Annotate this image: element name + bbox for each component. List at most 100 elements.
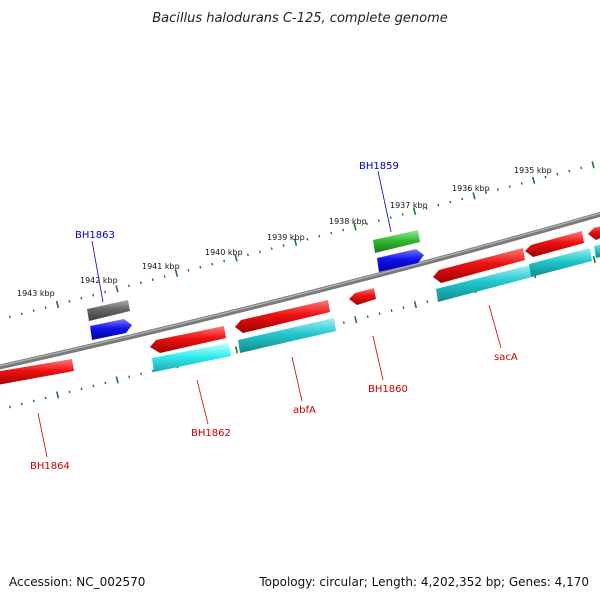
scale-tick [544,175,547,179]
gene-feature[interactable] [436,265,532,302]
scale-tick [174,269,179,278]
gene-track-blue [90,249,424,340]
kbp-label: 1935 kbp [514,166,552,175]
scale-tick [104,290,107,294]
gene-label[interactable]: BH1863 [75,230,115,241]
scale-tick [211,262,214,266]
kbp-label: 1941 kbp [142,262,180,271]
gene-label[interactable]: BH1860 [368,384,408,395]
scale-tick [20,312,23,316]
scale-tick [55,300,60,309]
scale-tick [378,312,381,315]
genome-backbone [0,211,600,370]
scale-tick [461,197,464,201]
scale-tick [127,284,130,288]
scale-tick [520,182,523,185]
kbp-label: 1937 kbp [390,201,428,210]
gene-feature[interactable] [433,248,525,283]
scale-tick [402,306,405,309]
scale-tick [151,278,154,281]
gene-label[interactable]: sacA [494,352,518,363]
genome-summary-text: Topology: circular; Length: 4,202,352 bp… [258,575,589,589]
gene-track-red [0,225,600,385]
upper-tick-track [8,161,595,319]
scale-tick [568,169,571,173]
gene-feature[interactable] [235,300,330,333]
scale-tick [163,275,166,278]
scale-tick [270,247,273,250]
scale-tick [20,402,23,406]
scale-tick [44,306,47,309]
gene-feature[interactable] [594,243,600,258]
scale-tick [592,255,596,264]
scale-tick [531,176,536,184]
gene-feature[interactable] [238,318,336,353]
scale-tick [44,396,47,400]
gene-feature[interactable] [90,319,132,340]
scale-tick [342,321,345,325]
scale-tick [246,253,249,257]
scale-tick [139,281,142,285]
gene-feature[interactable] [150,326,226,353]
scale-tick [330,231,333,235]
scale-tick [390,309,393,312]
gene-feature[interactable] [87,300,130,321]
scale-tick [8,405,11,409]
gene-feature[interactable] [152,343,231,372]
gene-label[interactable]: abfA [293,405,316,416]
gene-track-cyan [152,243,600,372]
scale-tick [115,285,119,293]
scale-tick [389,216,392,219]
gene-track-upper [87,230,420,321]
kbp-label: 1936 kbp [452,184,490,193]
gene-feature[interactable] [525,231,584,257]
gene-feature[interactable] [0,359,74,385]
scale-tick [104,381,107,385]
gene-feature[interactable] [377,249,424,272]
scale-tick [8,315,11,319]
scale-tick [437,203,440,207]
scale-tick [140,372,143,376]
scale-tick [92,384,95,388]
gene-feature[interactable] [588,225,600,240]
scale-tick [199,265,202,269]
scale-tick [223,259,226,263]
scale-tick [377,219,380,223]
scale-tick [187,268,190,272]
scale-tick [55,391,60,399]
scale-tick [366,315,369,318]
gene-labels: BH1859 BH1863 BH1864 BH1862 abfA BH1860 … [30,161,518,472]
scale-tick [32,309,35,313]
scale-tick [496,188,499,191]
gene-label-leaders [37,170,502,458]
accession-text: Accession: NC_002570 [9,575,145,589]
scale-tick [401,213,404,216]
gene-feature[interactable] [349,288,376,305]
scale-tick [92,293,95,297]
scale-tick [426,300,429,303]
scale-tick [234,346,239,354]
scale-tick [68,300,71,303]
gene-feature[interactable] [373,230,420,253]
gene-feature[interactable] [529,248,592,277]
scale-tick [556,172,559,176]
scale-tick [580,166,583,170]
gene-label[interactable]: BH1864 [30,461,70,472]
gene-label[interactable]: BH1862 [191,428,231,439]
kbp-label: 1940 kbp [205,248,243,257]
scale-tick [293,238,298,246]
scale-tick [413,301,418,309]
scale-tick [282,244,285,247]
scale-tick [425,206,428,210]
genome-backbone-highlight [0,212,600,367]
kbp-label: 1943 kbp [17,289,55,298]
scale-tick [591,161,595,169]
kbp-label: 1938 kbp [329,217,367,226]
scale-tick [508,185,511,188]
scale-tick [128,375,131,379]
gene-label[interactable]: BH1859 [359,161,399,172]
scale-tick [152,369,155,373]
scale-tick [412,207,417,215]
scale-tick [80,387,83,391]
